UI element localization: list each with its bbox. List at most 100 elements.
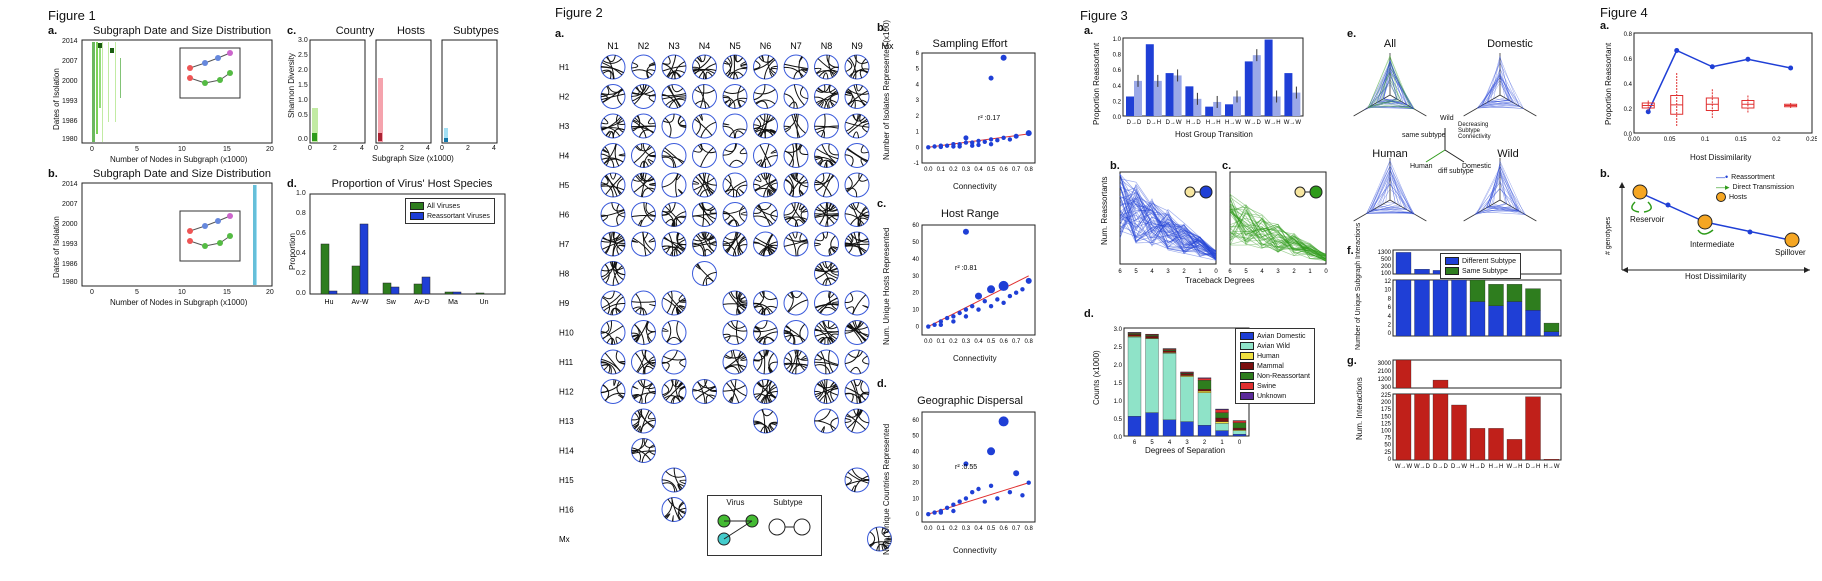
y-tick: 0: [916, 325, 920, 331]
chord: [632, 172, 645, 182]
stacked-segment: [1197, 389, 1212, 392]
fig1b-inset-network: [187, 213, 233, 249]
chord: [753, 303, 764, 315]
figure-4-label: Figure 4: [1600, 5, 1648, 20]
x-tick: 4: [1168, 440, 1172, 446]
legend-graphic: [717, 514, 811, 546]
chord: [754, 175, 762, 182]
chord: [724, 233, 742, 241]
bar-comparison: [1213, 101, 1222, 116]
chord: [702, 72, 707, 79]
traceback-line: [1119, 201, 1217, 257]
chord: [600, 214, 608, 222]
fig3e-title-domestic: Domestic: [1487, 38, 1533, 50]
chord: [702, 232, 715, 252]
chord: [738, 236, 745, 254]
chord: [662, 92, 686, 97]
x-tick: 0.7: [1012, 167, 1021, 173]
bar-different-subtype: [1432, 279, 1449, 337]
chord: [847, 471, 869, 484]
chord: [631, 215, 656, 218]
y-tick: 5: [916, 67, 920, 73]
chord: [759, 291, 765, 298]
chord: [676, 244, 687, 256]
subtype-circle: [844, 54, 870, 80]
stacked-segment: [1197, 377, 1212, 379]
subtype-circle: [661, 54, 687, 80]
traceback-line: [1229, 197, 1327, 255]
chord: [729, 128, 747, 137]
fig1d-ytick: 0.6: [296, 230, 306, 237]
chord: [882, 540, 892, 550]
row-header: H14: [559, 447, 574, 456]
bar-interactions: [1395, 393, 1412, 461]
fig1a-xtick: 15: [223, 146, 231, 153]
y-tick: 40: [912, 257, 919, 263]
chord: [641, 450, 656, 463]
data-point: [1007, 137, 1013, 142]
chord: [815, 264, 836, 280]
fig4b-legend: —• Reassortment —▸ Direct Transmission Hos…: [1712, 170, 1798, 204]
chord: [820, 351, 827, 375]
chord: [816, 383, 837, 389]
chord: [606, 337, 616, 345]
y-tick: 50: [912, 240, 919, 246]
chord: [814, 361, 839, 367]
bar-interactions: [1488, 428, 1504, 461]
fig3a-plot: D→D D→H D→W H→D H→H H→W W→D W→H W→W 1.0 0.8 0.6 0.4 0…: [1113, 37, 1304, 126]
chord: [633, 145, 651, 164]
chord: [784, 150, 794, 168]
r2-label: r² :0.81: [955, 265, 977, 272]
chord: [675, 307, 680, 315]
traceback-line: [1119, 184, 1217, 257]
chord: [700, 147, 714, 167]
x-tick: W→D: [1245, 120, 1262, 126]
x-tick: H→W: [1225, 120, 1241, 126]
host-node-icon: [1199, 185, 1213, 199]
chord: [791, 364, 808, 374]
radar-polygon: [1372, 172, 1408, 211]
chord: [815, 157, 823, 165]
fig3b-plot: 6 5 4 3 2 1 0: [1118, 171, 1218, 275]
chord: [859, 70, 869, 79]
traceback-line: [1119, 196, 1217, 260]
chord: [632, 85, 650, 102]
fig1b-xtick: 5: [135, 289, 139, 296]
traceback-line: [1229, 218, 1327, 260]
chord: [817, 84, 830, 93]
chord: [814, 67, 822, 74]
chord: [831, 301, 839, 306]
chord: [618, 153, 626, 157]
y-tick: 200: [1381, 264, 1392, 270]
traceback-line: [1119, 197, 1217, 258]
chord: [783, 202, 796, 216]
chord: [754, 117, 762, 132]
host-node-icon: [1184, 186, 1196, 198]
traceback-line: [1229, 209, 1327, 262]
legend-hosts: Hosts: [1729, 193, 1747, 201]
chord: [608, 131, 615, 139]
chord: [783, 325, 792, 334]
chord: [784, 113, 798, 130]
chord: [613, 379, 617, 387]
fig2c-title: Host Range: [940, 208, 1000, 220]
chord: [827, 320, 836, 328]
chord: [601, 69, 614, 80]
fig1c-xtick: 4: [426, 145, 430, 152]
traceback-line: [1119, 186, 1217, 259]
chord: [678, 385, 686, 390]
fig1d-title: Proportion of Virus' Host Species: [331, 178, 493, 190]
bar-same-subtype: [1469, 279, 1486, 302]
chord: [845, 93, 852, 96]
fig1c-ytick: 0.5: [298, 112, 308, 119]
bar-reassortant: [1264, 39, 1273, 117]
chord: [788, 143, 795, 166]
traceback-line: [1229, 207, 1327, 260]
chord: [634, 324, 640, 342]
chord: [799, 189, 805, 196]
bar-reassortant: [1165, 73, 1174, 116]
y-tick: 0: [1388, 331, 1392, 337]
chord: [632, 237, 652, 254]
y-tick: 40: [912, 449, 919, 455]
chord: [784, 63, 808, 70]
